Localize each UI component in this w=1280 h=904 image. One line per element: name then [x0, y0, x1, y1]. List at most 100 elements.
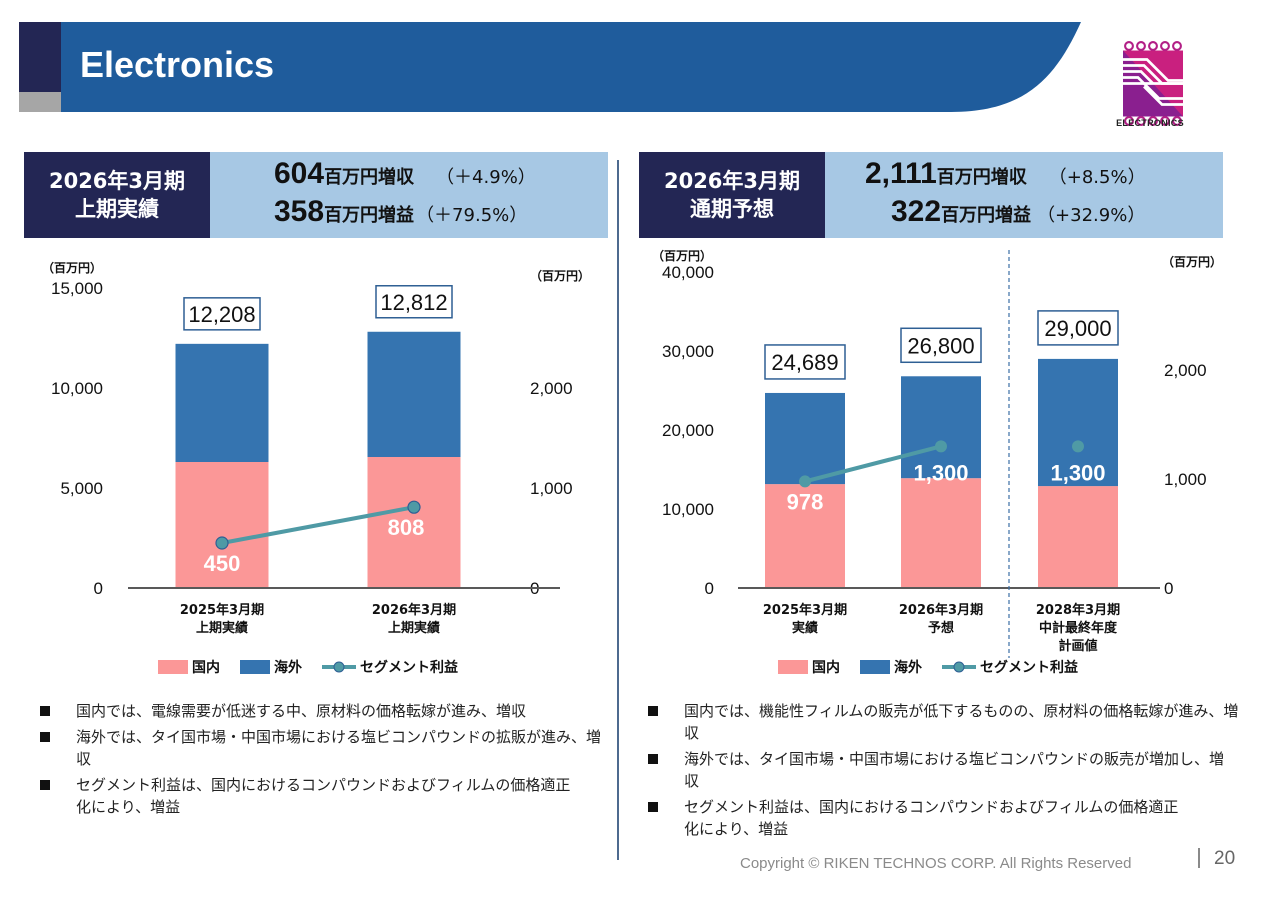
legend-label-profit: セグメント利益	[980, 659, 1078, 676]
profit-line: 322 百万円増益 （+32.9%）	[865, 195, 1223, 233]
revenue-value: 2,111	[865, 157, 937, 190]
period-line-2: 上期実績	[75, 197, 159, 221]
footer-separator	[1198, 848, 1200, 868]
y-tick-label: 0	[94, 579, 103, 598]
page-number: 20	[1214, 848, 1236, 869]
category-label: 上期実績	[388, 620, 440, 636]
chart-legend: 国内 海外 セグメント利益	[158, 659, 458, 676]
total-label: 29,000	[1044, 316, 1111, 341]
bullet-square-icon	[648, 754, 658, 764]
legend-swatch-overseas	[860, 660, 890, 674]
right-summary-figures: 2,111 百万円増収 （+8.5%） 322 百万円増益 （+32.9%）	[825, 152, 1223, 238]
page-title: Electronics	[80, 44, 275, 85]
section-divider	[617, 160, 619, 860]
bar-domestic	[367, 457, 461, 588]
revenue-value: 604	[274, 157, 325, 190]
period-line-1: 2026年3月期	[663, 169, 801, 193]
bullet-item: 国内では、機能性フィルムの販売が低下するものの、原材料の価格転嫁が進み、増収	[648, 700, 1248, 744]
profit-label: 978	[787, 489, 824, 514]
category-label: 予想	[928, 620, 954, 636]
category-label: 上期実績	[196, 620, 248, 636]
legend-swatch-domestic	[158, 660, 188, 674]
bar-overseas	[367, 331, 461, 457]
y2-tick-label: 2,000	[1164, 361, 1207, 380]
revenue-pct: （＋4.9%）	[436, 167, 536, 188]
bullet-square-icon	[40, 732, 50, 742]
revenue-unit: 百万円増収	[324, 167, 415, 188]
bullet-square-icon	[648, 802, 658, 812]
y-tick-label: 30,000	[662, 342, 714, 361]
y-tick-label: 15,000	[51, 279, 103, 298]
profit-point	[799, 475, 811, 488]
y-tick-label: 5,000	[60, 479, 103, 498]
total-label: 12,812	[380, 290, 447, 315]
bar-domestic	[1038, 486, 1118, 588]
bar-overseas	[765, 392, 845, 485]
profit-label: 450	[204, 551, 241, 576]
y2-tick-label: 1,000	[1164, 470, 1207, 489]
profit-unit: 百万円増益	[941, 205, 1032, 226]
bullet-item: 国内では、電線需要が低迷する中、原材料の価格転嫁が進み、増収	[40, 700, 610, 722]
profit-label: 1,300	[913, 460, 968, 485]
y-tick-label: 0	[705, 579, 714, 598]
legend-label-overseas: 海外	[894, 659, 922, 676]
bar-domestic	[901, 478, 981, 588]
y-tick-label: 10,000	[51, 379, 103, 398]
total-label-box	[183, 297, 261, 331]
legend-marker-profit	[953, 661, 965, 673]
y2-axis-unit-label: （百万円）	[530, 268, 590, 283]
chart-legend: 国内 海外 セグメント利益	[778, 659, 1078, 676]
revenue-pct: （+8.5%）	[1048, 167, 1146, 188]
y2-tick-label: 2,000	[530, 379, 573, 398]
profit-value: 322	[891, 195, 942, 228]
profit-value: 358	[274, 195, 325, 228]
left-revenue-chart: （百万円）（百万円）05,00010,00015,00001,0002,0001…	[42, 260, 590, 676]
y-axis-unit-label: （百万円）	[652, 248, 712, 263]
category-label: 計画値	[1058, 638, 1097, 654]
bullet-item: 海外では、タイ国市場・中国市場における塩ビコンパウンドの販売が増加し、増収	[648, 748, 1248, 792]
bar-domestic	[765, 484, 845, 588]
bar-domestic	[175, 462, 269, 588]
bullet-square-icon	[648, 706, 658, 716]
total-label-box	[764, 344, 846, 380]
electronics-logo-icon	[1123, 41, 1183, 126]
y-tick-label: 40,000	[662, 263, 714, 282]
bar-overseas	[175, 343, 269, 462]
total-label: 12,208	[188, 302, 255, 327]
legend-swatch-overseas	[240, 660, 270, 674]
copyright-text: Copyright © RIKEN TECHNOS CORP. All Righ…	[740, 855, 1132, 872]
total-label: 24,689	[771, 350, 838, 375]
profit-line-segment	[221, 505, 415, 545]
header-accent-dark	[19, 22, 61, 92]
bullet-item: セグメント利益は、国内におけるコンパウンドおよびフィルムの価格適正化により、増益	[648, 796, 1248, 840]
total-label-box	[375, 285, 453, 319]
left-bullet-list: 国内では、電線需要が低迷する中、原材料の価格転嫁が進み、増収 海外では、タイ国市…	[40, 700, 610, 822]
left-summary-period: 2026年3月期 上期実績	[24, 152, 210, 238]
bullet-square-icon	[40, 780, 50, 790]
profit-pct: （+32.9%）	[1037, 205, 1146, 226]
profit-label: 808	[388, 515, 425, 540]
legend-label-domestic: 国内	[192, 659, 220, 676]
logo-caption: ELECTRONICS	[1116, 118, 1184, 128]
y-tick-label: 20,000	[662, 421, 714, 440]
period-line-2: 通期予想	[690, 197, 774, 221]
profit-point	[215, 536, 229, 550]
left-summary-figures: 604 百万円増収 （＋4.9%） 358 百万円増益 （＋79.5%）	[210, 152, 608, 238]
header-band	[61, 22, 1081, 112]
y2-tick-label: 1,000	[530, 479, 573, 498]
bullet-square-icon	[40, 706, 50, 716]
y2-tick-label: 0	[1164, 579, 1173, 598]
revenue-unit: 百万円増収	[936, 167, 1027, 188]
profit-line: 358 百万円増益 （＋79.5%）	[274, 195, 608, 233]
profit-line-segment	[804, 444, 942, 484]
bullet-item: セグメント利益は、国内におけるコンパウンドおよびフィルムの価格適正化により、増益	[40, 774, 610, 818]
legend-label-domestic: 国内	[812, 659, 840, 676]
legend-swatch-domestic	[778, 660, 808, 674]
right-bullet-list: 国内では、機能性フィルムの販売が低下するものの、原材料の価格転嫁が進み、増収 海…	[648, 700, 1248, 844]
category-label: 2028年3月期	[1036, 602, 1120, 618]
period-line-1: 2026年3月期	[48, 169, 186, 193]
right-revenue-chart: （百万円） （百万円） 0 10,000 20,000 30,000 40,000 0 1,00…	[652, 248, 1222, 676]
profit-label: 1,300	[1050, 460, 1105, 485]
legend-marker-profit	[333, 661, 345, 673]
bar-overseas	[1038, 358, 1118, 487]
